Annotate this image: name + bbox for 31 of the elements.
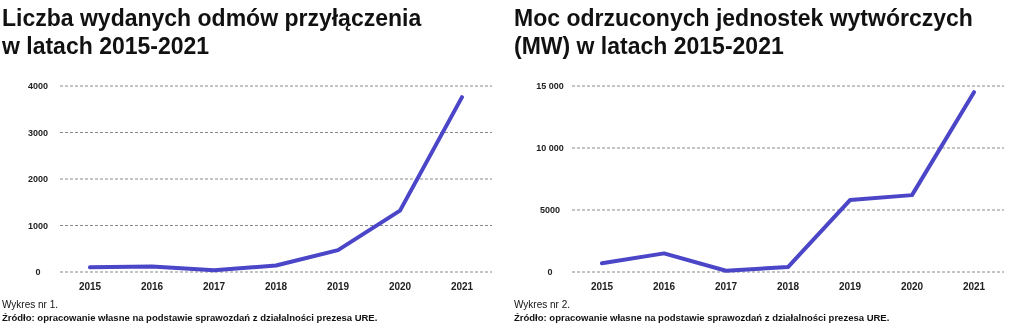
- x-tick-label: 2015: [78, 281, 102, 292]
- x-tick-label: 2018: [776, 281, 800, 292]
- x-tick-label: 2019: [838, 281, 862, 292]
- x-tick-label: 2020: [900, 281, 924, 292]
- x-tick-label: 2017: [714, 281, 738, 292]
- text: Źródło: opracowanie własne na podstawie sprawozdań z działalności prezesa URE.: [2, 312, 378, 323]
- y-tick-label: 1000: [27, 220, 49, 231]
- y-tick-label: 15 000: [536, 81, 564, 92]
- y-tick-label: 5000: [539, 205, 561, 216]
- chart-title: Moc odrzuconych jednostek wytwórczych (MW) w latach 2015-2021: [514, 5, 973, 59]
- x-tick-label: 2015: [590, 281, 614, 292]
- line-series: [88, 95, 464, 273]
- chart-title: Liczba wydanych odmów przyłączenia w latach 2015-2021: [1, 5, 422, 59]
- line-series: [600, 90, 976, 273]
- y-tick-label: 0: [547, 267, 553, 278]
- y-tick-label: 4000: [27, 81, 49, 92]
- x-tick-label: 2019: [326, 281, 350, 292]
- x-tick-label: 2017: [202, 281, 226, 292]
- x-tick-label: 2016: [652, 281, 676, 292]
- y-tick-label: 3000: [27, 127, 49, 138]
- text: Wykres nr 1.: [2, 299, 59, 310]
- text: Źródło: opracowanie własne na podstawie sprawozdań z działalności prezesa URE.: [514, 312, 890, 323]
- x-tick-label: 2021: [962, 281, 986, 292]
- x-tick-label: 2018: [264, 281, 288, 292]
- y-tick-label: 0: [35, 267, 41, 278]
- x-tick-label: 2021: [450, 281, 474, 292]
- x-tick-label: 2016: [140, 281, 164, 292]
- x-tick-label: 2020: [388, 281, 412, 292]
- y-tick-label: 2000: [27, 174, 49, 185]
- text: Wykres nr 2.: [514, 299, 571, 310]
- y-tick-label: 10 000: [536, 143, 564, 154]
